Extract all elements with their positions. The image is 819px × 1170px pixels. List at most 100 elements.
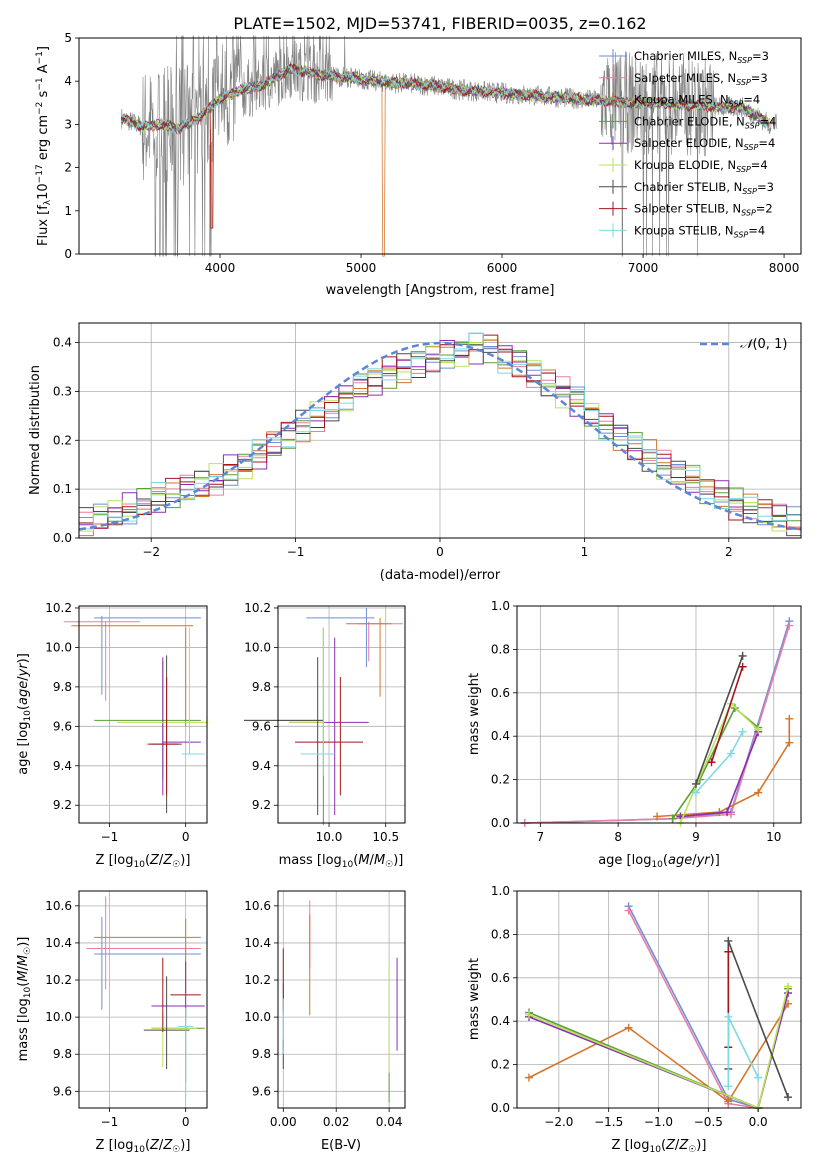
x-tick-label: 0 [436, 545, 444, 559]
x-tick-label: 7000 [628, 261, 659, 275]
y-tick-label: 5 [64, 31, 72, 45]
weight-marker [754, 725, 763, 734]
weight-age-ylabel: mass weight [467, 673, 482, 755]
mass-ebv-grid [278, 891, 405, 1108]
residual-histogram [79, 334, 801, 530]
spectrum-panel: Chabrier MILES, NSSP=3 Salpeter MILES, NS… [35, 31, 802, 298]
weight-marker [724, 1082, 733, 1091]
y-tick-label: 4 [64, 74, 72, 88]
x-tick-label: −2.0 [544, 1115, 573, 1129]
y-tick-label: 0.6 [491, 971, 510, 985]
weight-marker [726, 749, 735, 758]
x-tick-label: 0 [182, 1115, 190, 1129]
y-tick-label: 0.4 [53, 336, 72, 350]
age-mass-crosses [243, 607, 403, 825]
age-mass-panel: 10.0 10.5 9.2 9.4 9.6 9.8 10.0 10.2 mass [log10… [243, 601, 406, 870]
age-mass-axes: 10.0 10.5 9.2 9.4 9.6 9.8 10.0 10.2 [244, 601, 399, 844]
weight-marker [785, 621, 794, 630]
x-tick-label: 0.00 [270, 1115, 297, 1129]
y-tick-label: 0 [64, 247, 72, 261]
y-tick-label: 9.2 [53, 798, 72, 812]
x-tick-label: 9 [692, 830, 700, 844]
mass-z-ylabel: mass [log10(M/M☉)] [16, 937, 33, 1062]
observed-spectrum [121, 35, 778, 257]
x-tick-label: 6000 [487, 261, 518, 275]
weight-marker [524, 1073, 533, 1082]
y-tick-label: 3 [64, 117, 72, 131]
figure-title: PLATE=1502, MJD=53741, FIBERID=0035, z=0… [233, 14, 646, 33]
legend-label: Chabrier STELIB, NSSP=3 [634, 180, 774, 196]
x-tick-label: 0.0 [749, 1115, 768, 1129]
y-tick-label: 10.0 [45, 1010, 72, 1024]
weight-z-ylabel: mass weight [467, 958, 482, 1040]
spectrum-legend: Chabrier MILES, NSSP=3 Salpeter MILES, NS… [599, 49, 776, 239]
y-tick-label: 0.0 [491, 1101, 510, 1115]
weight-age-axes: 7 8 9 10 0.0 0.2 0.4 0.6 0.8 1.0 [491, 599, 782, 844]
y-tick-label: 9.4 [53, 759, 72, 773]
spectrum-xlabel: wavelength [Angstrom, rest frame] [326, 283, 555, 298]
residual-ylabel: Normed distribution [28, 365, 43, 495]
weight-z-panel: −2.0 −1.5 −1.0 −0.5 0.0 0.0 0.2 0.4 0.6 0.8 1.0 Z … [467, 884, 802, 1155]
x-tick-label: 10 [766, 830, 781, 844]
y-tick-label: 0.0 [53, 531, 72, 545]
x-tick-label: 0 [182, 830, 190, 844]
x-tick-label: 5000 [346, 261, 377, 275]
y-tick-label: 9.6 [252, 1084, 271, 1098]
weight-marker [707, 758, 716, 767]
weight-marker [653, 812, 662, 821]
mass-z-panel: −1 0 9.6 9.8 10.0 10.2 10.4 10.6 Z [log10(Z/Z☉)… [16, 890, 208, 1155]
spectrum-ylabel: Flux [fλ10−17 erg cm−2 s−1 A−1] [35, 46, 53, 246]
gaussian-curve [78, 341, 802, 531]
weight-marker [691, 788, 700, 797]
y-tick-label: 1.0 [491, 599, 510, 613]
weight-marker [624, 906, 633, 915]
y-tick-label: 10.2 [45, 601, 72, 615]
y-tick-label: 10.0 [45, 640, 72, 654]
y-tick-label: 10.2 [244, 973, 271, 987]
y-tick-label: 0.4 [491, 729, 510, 743]
y-tick-label: 0.2 [491, 1058, 510, 1072]
legend-label: Chabrier MILES, NSSP=3 [634, 49, 769, 65]
x-tick-label: 1 [581, 545, 589, 559]
y-tick-label: 9.8 [53, 1047, 72, 1061]
weight-z-frame [516, 890, 802, 1109]
weight-age-lines [520, 617, 794, 827]
x-tick-label: 0.04 [376, 1115, 403, 1129]
weight-marker [724, 1012, 733, 1021]
legend-label: Salpeter STELIB, NSSP=2 [634, 202, 773, 218]
mass-z-axes: −1 0 9.6 9.8 10.0 10.2 10.4 10.6 [45, 899, 189, 1129]
weight-marker [524, 1010, 533, 1019]
mass-ebv-axes: 0.00 0.02 0.04 9.6 9.8 10.0 10.2 10.4 10.6 [244, 899, 402, 1129]
y-tick-label: 10.2 [244, 601, 271, 615]
x-tick-label: −1.0 [644, 1115, 673, 1129]
x-tick-label: −1.5 [594, 1115, 623, 1129]
weight-marker [785, 738, 794, 747]
y-tick-label: 9.6 [53, 719, 72, 733]
gaussian-legend-label: 𝒩(0, 1) [740, 337, 787, 352]
y-tick-label: 0.6 [491, 686, 510, 700]
x-tick-label: 8000 [769, 261, 800, 275]
weight-marker [754, 788, 763, 797]
weight-line [627, 905, 759, 1109]
x-tick-label: 10.5 [372, 830, 399, 844]
weight-marker [784, 1093, 793, 1102]
y-tick-label: 0.3 [53, 384, 72, 398]
weight-line [680, 731, 759, 818]
y-tick-label: 10.4 [244, 936, 271, 950]
y-tick-label: 9.6 [53, 1084, 72, 1098]
weight-marker [624, 1023, 633, 1032]
model-spectrum-line [120, 63, 770, 136]
mass-z-crosses [86, 896, 205, 1101]
weight-marker [754, 1073, 763, 1082]
model-spectrum-line [120, 63, 770, 229]
x-tick-label: −2 [142, 545, 160, 559]
x-tick-label: −1 [101, 830, 119, 844]
weight-line [695, 655, 744, 785]
y-tick-label: 10.0 [244, 1010, 271, 1024]
y-tick-label: 0.0 [491, 816, 510, 830]
weight-line [528, 1003, 789, 1103]
weight-line [710, 666, 744, 763]
age-z-ylabel: age [log10(age/yr)] [16, 653, 33, 775]
mass-ebv-crosses [282, 900, 398, 1103]
x-tick-label: 10.0 [316, 830, 343, 844]
